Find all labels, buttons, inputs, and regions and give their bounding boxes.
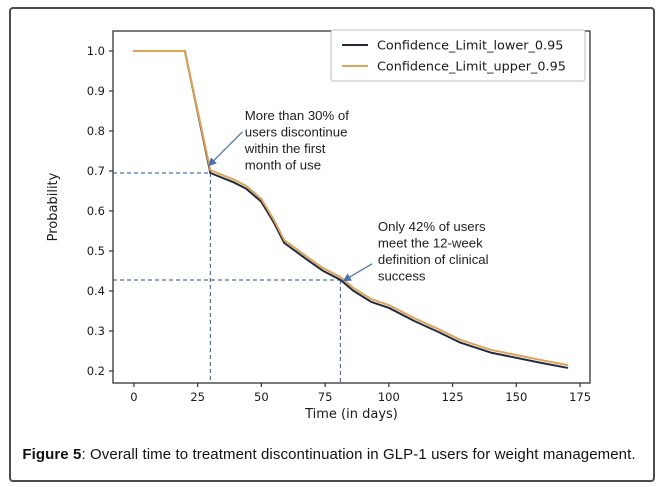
y-tick-label: 0.4: [87, 284, 105, 298]
y-tick-label: 0.3: [87, 324, 105, 338]
y-axis-label: Probability: [46, 172, 61, 241]
x-tick-label: 175: [569, 390, 591, 404]
figure-caption: Figure 5: Overall time to treatment disc…: [0, 446, 658, 463]
figure-caption-prefix: Figure 5: [22, 446, 82, 463]
annotation-arrow-2: [342, 263, 373, 282]
x-axis-label: Time (in days): [304, 407, 398, 422]
y-tick-label: 0.2: [87, 364, 105, 378]
y-tick-label: 0.5: [87, 244, 105, 258]
x-tick-label: 125: [442, 390, 464, 404]
x-tick-label: 150: [505, 390, 527, 404]
x-tick-label: 100: [378, 390, 400, 404]
series-lower-ci: [132, 50, 569, 369]
y-tick-label: 0.6: [87, 204, 105, 218]
annotation-arrow-1: [207, 131, 243, 167]
x-tick-label: 0: [130, 390, 137, 404]
y-tick-label: 0.9: [87, 84, 105, 98]
series-upper-ci: [132, 50, 569, 366]
x-tick-label: 25: [190, 390, 205, 404]
x-tick-label: 50: [254, 390, 269, 404]
legend-label-upper-ci: Confidence_Limit_upper_0.95: [377, 60, 566, 75]
figure-border: [9, 7, 655, 482]
legend-box: [330, 29, 586, 82]
legend-label-lower-ci: Confidence_Limit_lower_0.95: [377, 39, 563, 54]
plot-spines: [112, 30, 591, 384]
annotation-text-1: More than 30% of users discontinue within …: [244, 108, 349, 173]
y-tick-label: 0.8: [87, 124, 105, 138]
x-tick-label: 75: [318, 390, 333, 404]
figure-caption-text: : Overall time to treatment discontinuat…: [81, 446, 636, 463]
y-tick-label: 1.0: [87, 44, 105, 58]
annotation-text-2: Only 42% of users meet the 12-week definit…: [378, 219, 489, 284]
y-tick-label: 0.7: [87, 164, 105, 178]
